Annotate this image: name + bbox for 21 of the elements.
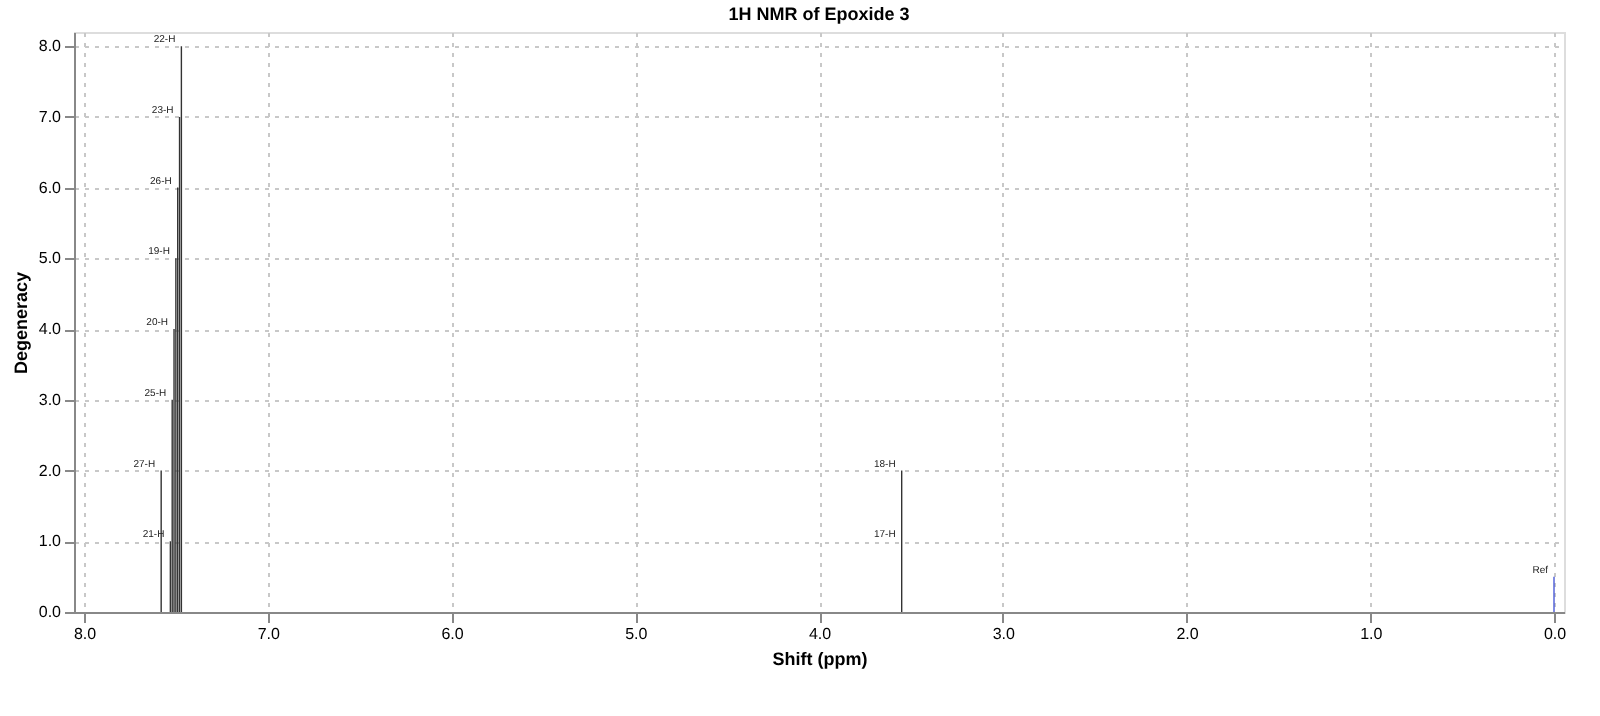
x-tick-label: 6.0 xyxy=(441,625,465,643)
y-tick-label: 4.0 xyxy=(38,320,63,339)
y-axis-title: Degeneracy xyxy=(10,271,31,375)
x-tick-label: 0.0 xyxy=(1543,625,1568,643)
x-tick-label: 3.0 xyxy=(992,625,1016,643)
y-tick-label: 5.0 xyxy=(38,249,63,268)
y-tick-label: 6.0 xyxy=(38,178,63,197)
x-tick-label: 7.0 xyxy=(257,625,281,643)
y-tick-label: 1.0 xyxy=(38,532,63,551)
x-tick-label: 4.0 xyxy=(808,625,833,643)
x-tick-label: 8.0 xyxy=(73,625,98,643)
x-tick-label: 5.0 xyxy=(625,625,649,643)
x-tick-label: 2.0 xyxy=(1176,625,1200,643)
y-tick-label: 2.0 xyxy=(38,461,63,480)
y-tick-label: 8.0 xyxy=(38,37,63,56)
chart-title: 1H NMR of Epoxide 3 xyxy=(728,4,910,24)
y-tick-label: 7.0 xyxy=(38,107,63,126)
x-tick-label: 1.0 xyxy=(1360,625,1384,643)
y-tick-label: 3.0 xyxy=(38,390,63,409)
y-tick-label: 0.0 xyxy=(38,603,63,621)
x-axis-title: Shift (ppm) xyxy=(772,649,868,669)
